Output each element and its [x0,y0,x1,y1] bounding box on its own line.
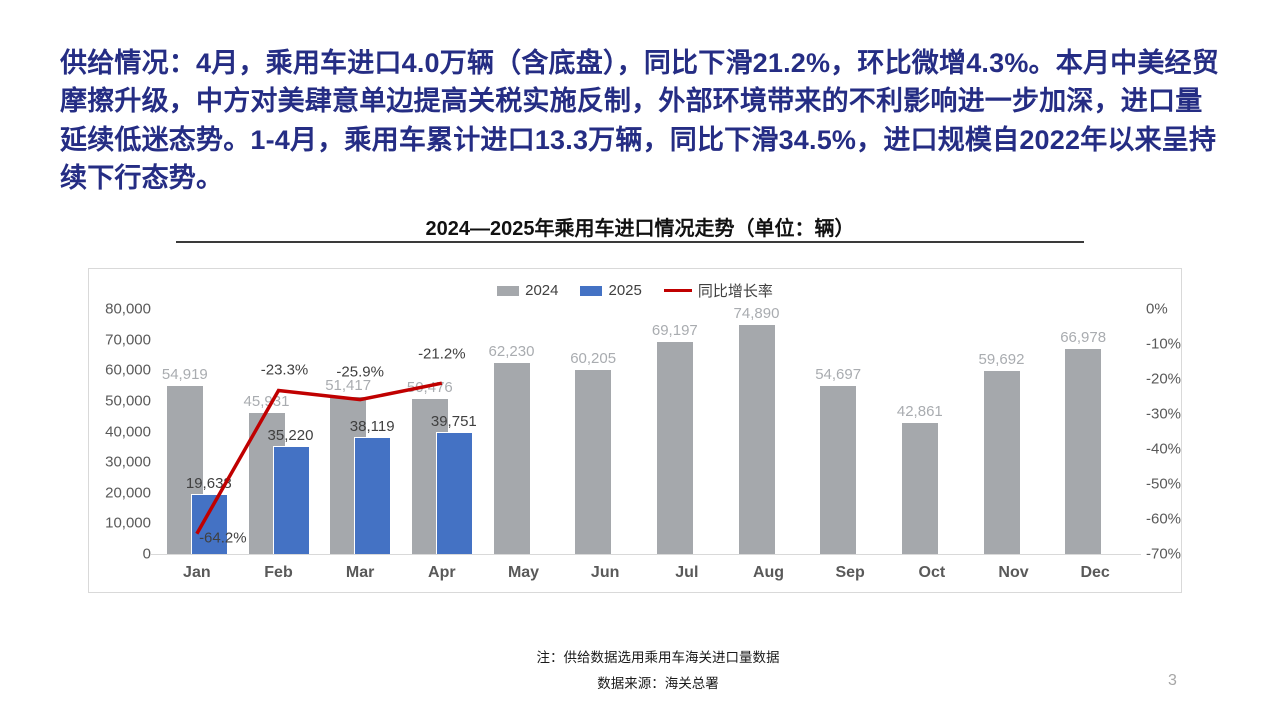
growth-value-label: -23.3% [260,361,309,379]
legend-item-2025: 2025 [580,282,642,299]
growth-value-label: -64.2% [199,529,247,547]
month-label: Jun [590,564,620,581]
month-label: Jul [675,564,699,581]
y-axis-tick: 60,000 [105,361,151,379]
footer-source: 数据来源：海关总署 [597,676,719,691]
bar-2024-Jul [656,342,693,554]
bar-2025-Feb [272,446,309,554]
y-axis-tick: 50,000 [105,392,151,410]
legend-bar-swatch [580,285,603,296]
bar-2025-Apr [435,432,472,554]
bar-2024-Nov [983,371,1020,554]
month-label: Nov [998,564,1029,581]
headline: 供给情况：4月，乘用车进口4.0万辆（含底盘），同比下滑21.2%，环比微增4.… [60,48,1219,193]
legend-item-2024: 2024 [497,282,558,299]
y-axis-tick: 30,000 [105,453,151,471]
bar-2024-Dec [1065,348,1102,554]
month-label: Aug [752,564,785,581]
page-number: 3 [1168,672,1177,689]
bar-value-2024: 59,692 [978,351,1025,369]
y-axis-tick: 10,000 [105,514,151,532]
bar-2024-May [493,363,530,554]
bar-value-2024: 42,861 [896,402,943,420]
secondary-axis-tick: 0% [1146,300,1168,318]
bar-2024-Oct [901,422,938,554]
footer-note: 注：供给数据选用乘用车海关进口量数据 [536,650,780,665]
bar-2025-Mar [354,437,391,554]
legend-item-同比增长率: 同比增长率 [663,280,773,301]
title-underline [176,241,1084,243]
y-axis-tick: 0 [142,545,151,563]
chart-title: 2024—2025年乘用车进口情况走势（单位：辆） [425,218,855,240]
secondary-axis-tick: -20% [1146,370,1182,388]
y-axis-tick: 70,000 [105,331,151,349]
bar-value-2024: 62,230 [488,343,535,361]
secondary-axis-tick: -70% [1146,545,1182,563]
month-label: Mar [345,564,375,581]
import-trend-chart: 2024 2025 同比增长率 0 10,000 20,000 30,000 40,000 5… [88,268,1182,593]
secondary-axis-tick: -40% [1146,440,1182,458]
month-label: Apr [428,564,456,581]
bar-value-2024: 54,697 [815,366,862,384]
month-label: Jan [183,564,211,581]
secondary-axis-tick: -60% [1146,510,1182,528]
bar-value-2024: 66,978 [1060,328,1107,346]
month-label: May [507,564,540,581]
bar-2024-Aug [738,324,775,554]
secondary-axis-tick: -50% [1146,475,1182,493]
legend-bar-swatch [497,285,520,296]
bar-value-2025: 39,751 [430,413,477,431]
month-label: Dec [1080,564,1110,581]
bar-value-2024: 54,919 [161,365,208,383]
bar-value-2024: 69,197 [651,322,698,340]
legend-label: 2024 [525,282,559,299]
legend-line-swatch [663,289,692,292]
bar-value-2024: 60,205 [570,349,617,367]
bar-2024-Sep [820,386,857,554]
bar-2024-Jun [575,369,612,554]
secondary-axis-tick: -10% [1146,335,1182,353]
bar-value-2025: 19,638 [185,474,232,492]
y-axis-tick: 80,000 [105,300,151,318]
bar-value-2024: 50,476 [406,379,453,397]
month-label: Sep [835,564,865,581]
month-label: Feb [264,564,293,581]
y-axis-tick: 40,000 [105,423,151,440]
growth-value-label: -21.2% [418,345,466,363]
secondary-axis-tick: -30% [1146,405,1182,423]
growth-value-label: -25.9% [336,363,384,381]
bar-value-2024: 45,931 [243,393,290,411]
bar-value-2024: 74,890 [733,304,780,322]
chart-legend: 2024 2025 同比增长率 [89,280,1181,301]
x-axis-line [151,554,1141,555]
y-axis-tick: 20,000 [105,484,151,502]
legend-label: 同比增长率 [697,283,773,300]
legend-label: 2025 [608,282,642,299]
month-label: Oct [918,564,946,581]
